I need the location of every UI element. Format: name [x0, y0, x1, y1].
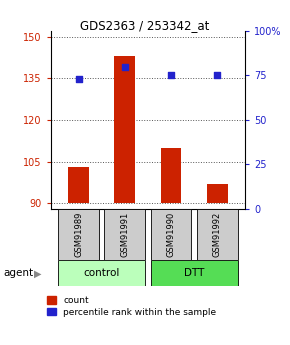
- Bar: [151, 209, 191, 260]
- Text: GSM91991: GSM91991: [120, 212, 129, 257]
- Point: [122, 64, 127, 69]
- Text: control: control: [84, 268, 120, 278]
- Bar: [68, 167, 89, 203]
- Bar: [114, 56, 135, 203]
- Bar: [161, 148, 182, 203]
- Text: GSM91992: GSM91992: [213, 212, 222, 257]
- Legend: count, percentile rank within the sample: count, percentile rank within the sample: [45, 294, 218, 319]
- Point: [215, 73, 220, 78]
- Point: [169, 73, 173, 78]
- Bar: [197, 209, 238, 260]
- Text: DTT: DTT: [184, 268, 204, 278]
- Bar: [104, 209, 145, 260]
- Bar: [58, 260, 145, 286]
- Text: GDS2363 / 253342_at: GDS2363 / 253342_at: [80, 19, 210, 32]
- Bar: [58, 209, 99, 260]
- Text: ▶: ▶: [34, 268, 41, 278]
- Text: agent: agent: [3, 268, 33, 278]
- Point: [76, 76, 81, 82]
- Bar: [207, 184, 228, 203]
- Text: GSM91989: GSM91989: [74, 212, 83, 257]
- Text: GSM91990: GSM91990: [166, 212, 175, 257]
- Bar: [151, 260, 238, 286]
